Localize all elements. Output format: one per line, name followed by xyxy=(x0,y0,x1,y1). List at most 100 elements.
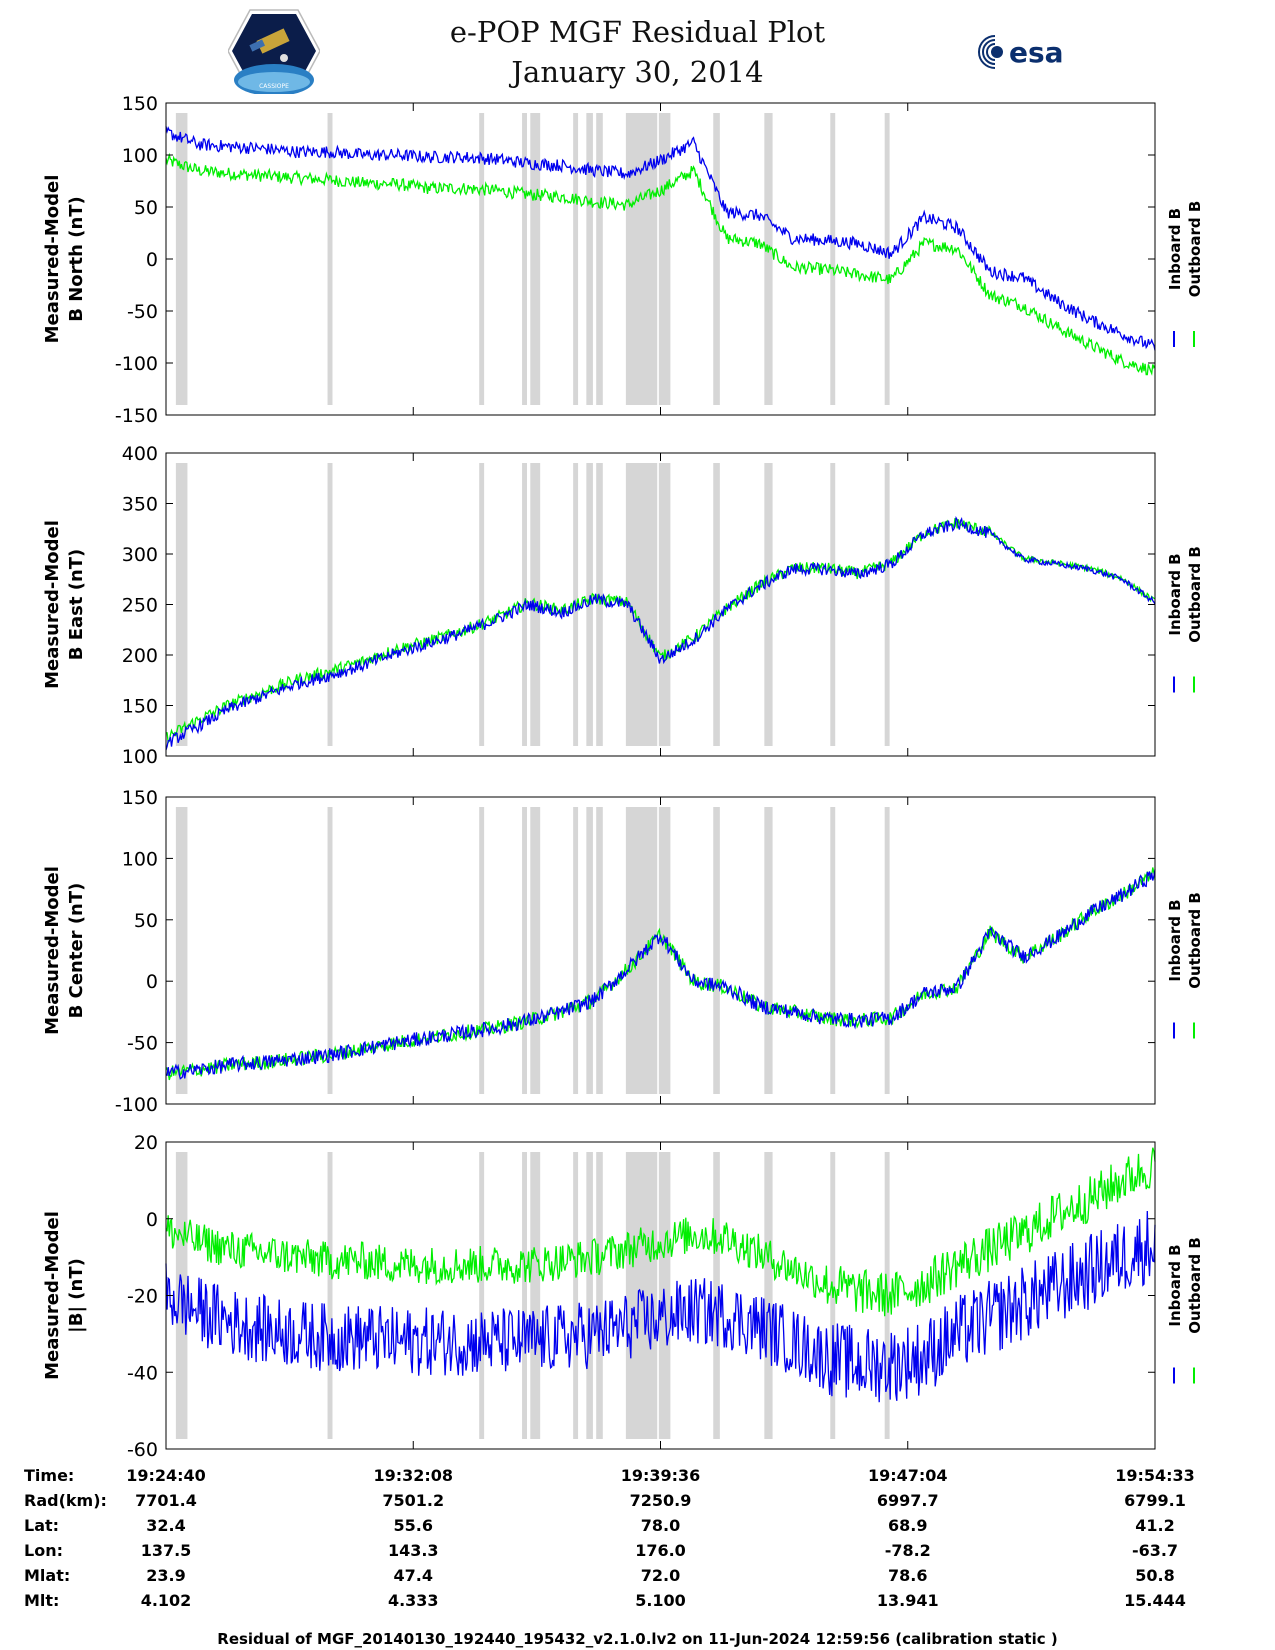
series-line-outboard xyxy=(165,1147,1156,1317)
table-row: Mlat: 23.9 47.4 72.0 78.6 50.8 xyxy=(0,1566,1275,1588)
y-tick-label: 20 xyxy=(134,1132,158,1154)
y-axis-label-line-1: Measured-Model xyxy=(42,520,63,689)
legend-label-outboard: Outboard B xyxy=(1186,201,1204,298)
data-gap-band xyxy=(586,113,593,405)
legend: Inboard B Outboard B xyxy=(1166,201,1204,347)
data-gap-band xyxy=(530,1152,541,1439)
series-line-inboard xyxy=(165,1210,1156,1403)
data-gap-band xyxy=(658,807,671,1094)
data-gap-band xyxy=(530,113,541,405)
legend-label-inboard: Inboard B xyxy=(1166,899,1184,981)
data-gap-band xyxy=(479,113,485,405)
y-tick-label: -50 xyxy=(127,301,158,323)
table-cell: 176.0 xyxy=(635,1541,686,1560)
data-gap-band xyxy=(175,807,183,1094)
data-gap-band xyxy=(327,1152,333,1439)
table-cell: 78.0 xyxy=(640,1516,681,1535)
left-logo-caption: CASSIOPE xyxy=(259,83,289,90)
table-row: Lat: 32.4 55.6 78.0 68.9 41.2 xyxy=(0,1516,1275,1538)
data-gap-band xyxy=(625,1152,645,1439)
table-cell: 4.333 xyxy=(387,1591,439,1610)
data-gap-band xyxy=(175,463,183,746)
row-label: Mlt: xyxy=(24,1591,60,1610)
table-cell: 47.4 xyxy=(393,1566,433,1585)
panel-2: 400 350 300 250 200 150 100 Measured-Model B Eas… xyxy=(42,443,1204,768)
series-line-outboard xyxy=(165,517,1156,745)
y-tick-label: -100 xyxy=(115,1094,158,1116)
table-cell: 41.2 xyxy=(1135,1516,1175,1535)
y-axis-label-line-1: Measured-Model xyxy=(42,866,63,1035)
data-gap-band xyxy=(586,1152,593,1439)
table-cell: 7701.4 xyxy=(135,1491,197,1510)
row-label: Rad(km): xyxy=(24,1491,107,1510)
table-cell: 78.6 xyxy=(888,1566,928,1585)
data-gap-band xyxy=(764,1152,773,1439)
legend: Inboard B Outboard B xyxy=(1166,1237,1204,1384)
data-gap-band xyxy=(182,463,188,746)
row-label: Lat: xyxy=(24,1516,60,1535)
footer-caption: Residual of MGF_20140130_192440_195432_v… xyxy=(217,1630,1058,1648)
y-tick-label: 100 xyxy=(122,746,158,768)
legend-label-inboard: Inboard B xyxy=(1166,553,1184,635)
data-gap-band xyxy=(182,807,188,1094)
table-cell: 7250.9 xyxy=(629,1491,692,1510)
y-tick-label: 350 xyxy=(122,494,158,516)
y-tick-label: -100 xyxy=(115,353,158,375)
y-tick-label: 150 xyxy=(122,787,158,809)
y-tick-label: 0 xyxy=(146,1209,158,1231)
data-gap-band xyxy=(625,463,645,746)
data-gap-band xyxy=(573,807,579,1094)
data-gap-band xyxy=(479,807,485,1094)
data-gap-band xyxy=(327,113,333,405)
data-gap-band xyxy=(644,807,658,1094)
table-cell: 23.9 xyxy=(146,1566,186,1585)
panel-3: 150 100 50 0 -50 -100 Measured-Model B Center (… xyxy=(42,787,1204,1116)
data-gap-band xyxy=(713,463,720,746)
data-gap-band xyxy=(596,807,603,1094)
y-axis-label-line-1: Measured-Model xyxy=(42,1211,63,1380)
table-cell: 19:47:04 xyxy=(867,1466,948,1485)
y-tick-label: -150 xyxy=(115,405,158,427)
y-axis-label: Measured-Model B East (nT) xyxy=(42,520,87,689)
table-cell: 143.3 xyxy=(387,1541,439,1560)
data-gap-band xyxy=(596,1152,603,1439)
data-gap-band xyxy=(573,1152,579,1439)
page-title: e-POP MGF Residual Plot January 30, 2014 xyxy=(0,12,1275,92)
y-tick-label: 400 xyxy=(122,443,158,465)
y-tick-label: 300 xyxy=(122,544,158,566)
table-cell: 19:39:36 xyxy=(620,1466,701,1485)
y-tick-label: 150 xyxy=(122,93,158,115)
y-axis-label: Measured-Model |B| (nT) xyxy=(42,1211,87,1380)
data-gap-band xyxy=(479,463,485,746)
table-cell: -63.7 xyxy=(1131,1541,1179,1560)
y-axis-label: Measured-Model B North (nT) xyxy=(42,175,87,344)
table-cell: 4.102 xyxy=(140,1591,192,1610)
data-gap-band xyxy=(830,463,836,746)
table-cell: 19:32:08 xyxy=(373,1466,454,1485)
data-gap-band xyxy=(644,463,658,746)
series-line-outboard xyxy=(165,152,1156,376)
data-gap-band xyxy=(713,113,720,405)
table-cell: 32.4 xyxy=(146,1516,186,1535)
table-cell: 6997.7 xyxy=(876,1491,939,1510)
y-tick-label: -60 xyxy=(127,1439,158,1461)
data-gap-band xyxy=(713,807,720,1094)
table-cell: 13.941 xyxy=(876,1591,939,1610)
legend: Inboard B Outboard B xyxy=(1166,546,1204,693)
cassiope-logo: CASSIOPE xyxy=(228,9,320,94)
data-gap-band xyxy=(522,113,527,405)
table-row: Rad(km): 7701.4 7501.2 7250.9 6997.7 6799.1 xyxy=(0,1491,1275,1513)
table-cell: 137.5 xyxy=(140,1541,192,1560)
title-line-2: January 30, 2014 xyxy=(511,55,764,89)
table-cell: -78.2 xyxy=(884,1541,931,1560)
data-gap-band xyxy=(764,463,773,746)
data-gap-band xyxy=(573,113,579,405)
y-axis-label-line-2: B East (nT) xyxy=(66,549,87,661)
title-line-1: e-POP MGF Residual Plot xyxy=(449,15,826,49)
legend-label-outboard: Outboard B xyxy=(1186,546,1204,643)
legend-label-inboard: Inboard B xyxy=(1166,208,1184,290)
data-gap-band xyxy=(522,807,527,1094)
y-axis-label-line-2: B Center (nT) xyxy=(66,883,87,1019)
data-gap-band xyxy=(830,113,836,405)
